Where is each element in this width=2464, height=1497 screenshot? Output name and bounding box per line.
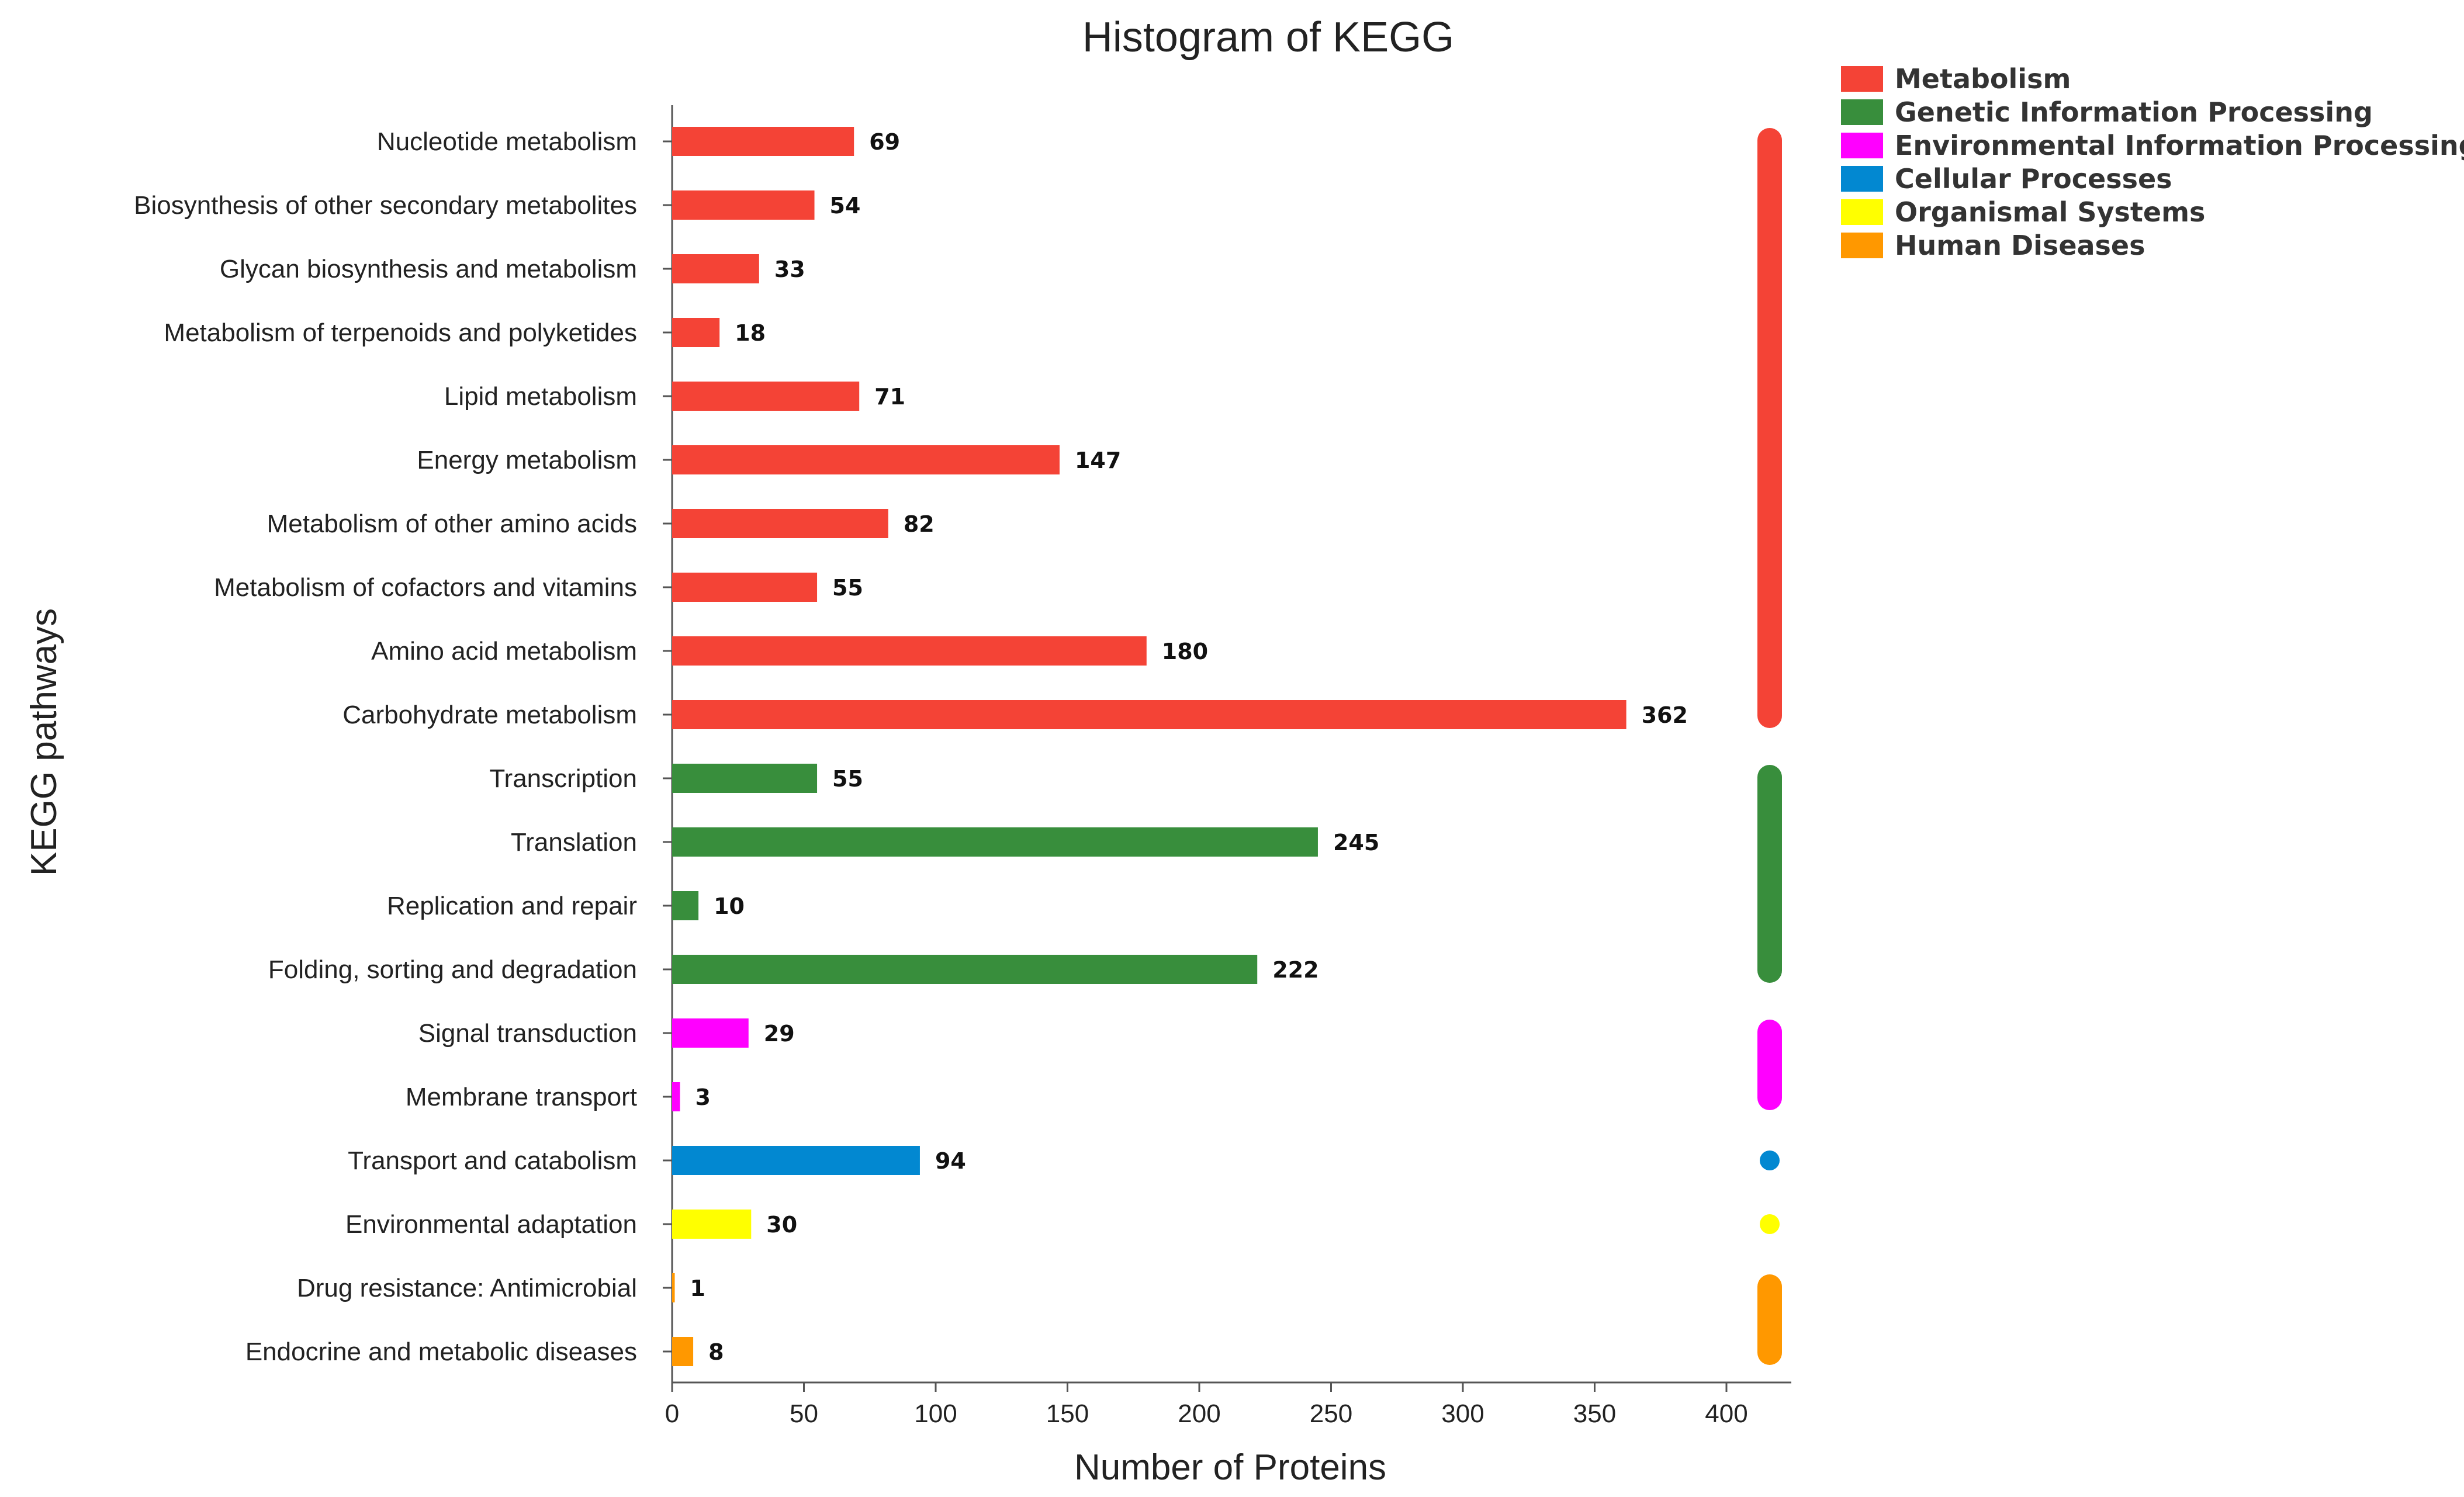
legend-swatch bbox=[1841, 233, 1883, 258]
category-label: Environmental adaptation bbox=[345, 1210, 637, 1239]
value-label: 82 bbox=[904, 511, 935, 537]
bar bbox=[672, 1337, 694, 1366]
group-indicators bbox=[1757, 128, 1782, 1365]
bar bbox=[672, 445, 1060, 474]
category-label: Translation bbox=[511, 828, 637, 857]
chart-title: Histogram of KEGG bbox=[1082, 14, 1454, 61]
value-label: 362 bbox=[1642, 702, 1688, 728]
value-label: 54 bbox=[830, 193, 861, 219]
group-indicator bbox=[1757, 128, 1782, 728]
bar bbox=[672, 318, 720, 347]
bar bbox=[672, 1146, 920, 1175]
bar bbox=[672, 190, 815, 220]
legend-label: Organismal Systems bbox=[1895, 196, 2205, 228]
x-tick-label: 150 bbox=[1046, 1399, 1089, 1428]
value-label: 33 bbox=[774, 257, 805, 282]
category-label: Carbohydrate metabolism bbox=[342, 701, 637, 729]
x-tick-label: 0 bbox=[665, 1399, 679, 1428]
x-tick-label: 300 bbox=[1441, 1399, 1484, 1428]
value-label: 18 bbox=[735, 320, 766, 346]
category-label: Amino acid metabolism bbox=[371, 637, 637, 666]
bar bbox=[672, 1018, 749, 1048]
bar bbox=[672, 127, 854, 156]
value-label: 245 bbox=[1333, 830, 1379, 855]
legend-swatch bbox=[1841, 199, 1883, 225]
category-label: Lipid metabolism bbox=[444, 382, 637, 411]
legend-swatch bbox=[1841, 99, 1883, 125]
value-label: 55 bbox=[832, 575, 863, 601]
x-tick-label: 250 bbox=[1310, 1399, 1352, 1428]
category-label: Nucleotide metabolism bbox=[377, 127, 637, 156]
group-indicator bbox=[1760, 1151, 1780, 1170]
bar bbox=[672, 827, 1318, 857]
category-label: Transcription bbox=[489, 764, 637, 793]
category-label: Metabolism of terpenoids and polyketides bbox=[164, 318, 637, 347]
value-label: 180 bbox=[1162, 639, 1208, 664]
bar bbox=[672, 1210, 752, 1239]
category-label: Energy metabolism bbox=[417, 446, 637, 474]
category-label: Signal transduction bbox=[418, 1019, 637, 1048]
bar bbox=[672, 955, 1258, 984]
legend-label: Environmental Information Processing bbox=[1895, 130, 2464, 161]
legend-label: Genetic Information Processing bbox=[1895, 96, 2373, 128]
group-indicator bbox=[1757, 765, 1782, 983]
value-label: 222 bbox=[1272, 957, 1318, 983]
legend-swatch bbox=[1841, 66, 1883, 92]
value-label: 69 bbox=[869, 129, 900, 155]
bar bbox=[672, 509, 888, 538]
bar bbox=[672, 573, 818, 602]
value-label: 10 bbox=[714, 893, 745, 919]
value-label: 94 bbox=[935, 1148, 966, 1174]
category-label: Glycan biosynthesis and metabolism bbox=[220, 255, 637, 283]
value-label: 1 bbox=[690, 1276, 705, 1301]
bar bbox=[672, 254, 759, 283]
x-tick-label: 50 bbox=[790, 1399, 818, 1428]
value-label: 55 bbox=[832, 766, 863, 792]
bar bbox=[672, 700, 1626, 729]
bar bbox=[672, 636, 1147, 666]
y-axis-title: KEGG pathways bbox=[24, 608, 64, 876]
bar bbox=[672, 891, 699, 920]
legend-label: Metabolism bbox=[1895, 63, 2071, 95]
legend-label: Cellular Processes bbox=[1895, 163, 2172, 195]
legend-label: Human Diseases bbox=[1895, 230, 2145, 261]
x-tick-label: 200 bbox=[1178, 1399, 1220, 1428]
legend-swatch bbox=[1841, 133, 1883, 158]
category-label: Replication and repair bbox=[387, 892, 637, 920]
bar bbox=[672, 382, 860, 411]
bar bbox=[672, 1273, 675, 1302]
group-indicator bbox=[1757, 1274, 1782, 1365]
value-label: 3 bbox=[695, 1084, 711, 1110]
category-label: Drug resistance: Antimicrobial bbox=[297, 1274, 637, 1302]
value-label: 8 bbox=[708, 1339, 724, 1365]
category-label: Biosynthesis of other secondary metaboli… bbox=[134, 191, 637, 220]
category-label: Endocrine and metabolic diseases bbox=[245, 1337, 637, 1366]
bar bbox=[672, 764, 818, 793]
value-label: 30 bbox=[766, 1212, 797, 1238]
category-label: Folding, sorting and degradation bbox=[268, 955, 637, 984]
category-label: Metabolism of cofactors and vitamins bbox=[214, 573, 637, 602]
bar bbox=[672, 1082, 680, 1111]
category-label: Transport and catabolism bbox=[348, 1146, 637, 1175]
value-label: 29 bbox=[764, 1021, 795, 1046]
x-tick-label: 100 bbox=[914, 1399, 957, 1428]
x-axis-title: Number of Proteins bbox=[1074, 1447, 1386, 1488]
group-indicator bbox=[1760, 1214, 1780, 1234]
group-indicator bbox=[1757, 1020, 1782, 1110]
category-label: Metabolism of other amino acids bbox=[267, 510, 637, 538]
category-label: Membrane transport bbox=[406, 1083, 637, 1111]
x-tick-label: 400 bbox=[1705, 1399, 1747, 1428]
legend-swatch bbox=[1841, 166, 1883, 192]
value-label: 71 bbox=[874, 384, 905, 410]
value-label: 147 bbox=[1075, 448, 1121, 473]
x-tick-label: 350 bbox=[1573, 1399, 1616, 1428]
plot-area: Nucleotide metabolism 69 Biosynthesis of o… bbox=[134, 105, 1791, 1428]
